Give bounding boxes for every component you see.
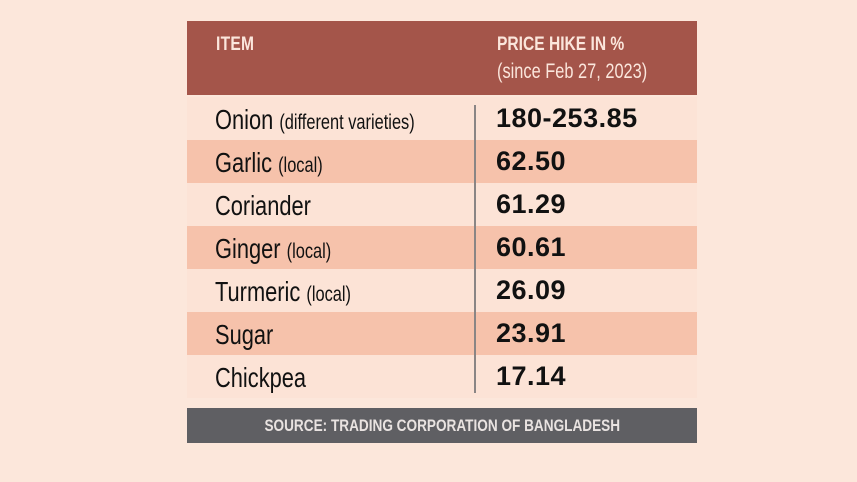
column-header-price: PRICE HIKE IN % <box>497 34 625 55</box>
item-value: 17.14 <box>496 361 567 391</box>
item-name: Chickpea <box>215 362 307 393</box>
column-divider <box>474 105 476 393</box>
item-value: 23.91 <box>496 318 567 348</box>
item-value: 61.29 <box>496 189 567 219</box>
item-qualifier: (local) <box>278 154 323 177</box>
table-row: Chickpea 17.14 <box>187 355 697 398</box>
item-name: Coriander <box>215 190 311 221</box>
item-value: 26.09 <box>496 275 567 305</box>
item-value: 62.50 <box>496 146 567 176</box>
table-row: Sugar 23.91 <box>187 312 697 355</box>
item-value: 60.61 <box>496 232 567 262</box>
table-header: ITEM PRICE HIKE IN % (since Feb 27, 2023… <box>187 21 697 95</box>
item-qualifier: (local) <box>306 283 352 306</box>
table-row: Coriander 61.29 <box>187 183 697 226</box>
item-qualifier: (different varieties) <box>279 111 415 134</box>
item-name: Sugar <box>215 319 274 350</box>
item-name: Garlic <box>215 147 273 178</box>
table-row: Ginger (local) 60.61 <box>187 226 697 269</box>
item-value: 180-253.85 <box>496 103 638 133</box>
item-name: Ginger <box>215 233 281 264</box>
table-row: Onion (different varieties) 180-253.85 <box>187 97 697 140</box>
source-text: SOURCE: TRADING CORPORATION OF BANGLADES… <box>264 416 620 435</box>
item-qualifier: (local) <box>286 240 332 263</box>
source-bar: SOURCE: TRADING CORPORATION OF BANGLADES… <box>187 408 697 443</box>
item-name: Onion <box>215 104 274 135</box>
column-header-subtitle: (since Feb 27, 2023) <box>497 60 648 83</box>
table-row: Garlic (local) 62.50 <box>187 140 697 183</box>
price-table: ITEM PRICE HIKE IN % (since Feb 27, 2023… <box>187 21 697 398</box>
column-header-item: ITEM <box>216 34 255 55</box>
table-row: Turmeric (local) 26.09 <box>187 269 697 312</box>
item-name: Turmeric <box>215 276 301 307</box>
table-body: Onion (different varieties) 180-253.85 G… <box>187 97 697 398</box>
